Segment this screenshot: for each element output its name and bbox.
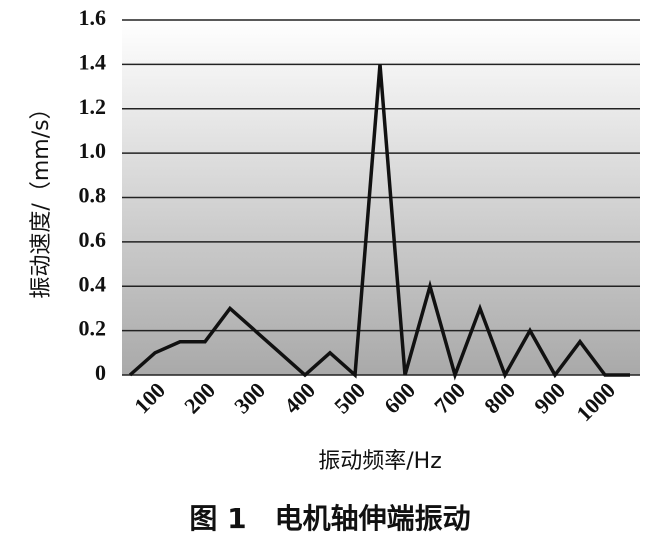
y-tick-label: 1.2 (79, 94, 107, 119)
y-tick-label: 0.8 (79, 183, 107, 208)
x-tick-label: 200 (179, 377, 220, 418)
x-tick-label: 800 (479, 377, 520, 418)
x-tick-label: 500 (329, 377, 370, 418)
y-tick-label: 0.4 (79, 271, 107, 296)
caption: 图 1 电机轴伸端振动 (189, 502, 470, 535)
x-tick-label: 900 (529, 377, 570, 418)
y-tick-label: 1.4 (79, 49, 107, 74)
y-tick-label: 1.0 (79, 138, 107, 163)
y-tick-label: 0 (95, 360, 106, 385)
x-tick-label: 600 (379, 377, 420, 418)
x-tick-label: 700 (429, 377, 470, 418)
y-tick-label: 0.2 (79, 316, 107, 341)
y-tick-label: 1.6 (79, 5, 107, 30)
x-tick-label: 1000 (571, 377, 620, 426)
y-tick-label: 0.6 (79, 227, 107, 252)
x-tick-label: 100 (129, 377, 170, 418)
y-axis-title: 振动速度/（mm/s） (29, 97, 54, 298)
x-tick-label: 300 (229, 377, 270, 418)
x-tick-label: 400 (279, 377, 320, 418)
x-axis-title: 振动频率/Hz (318, 449, 442, 474)
data-line (128, 64, 630, 381)
